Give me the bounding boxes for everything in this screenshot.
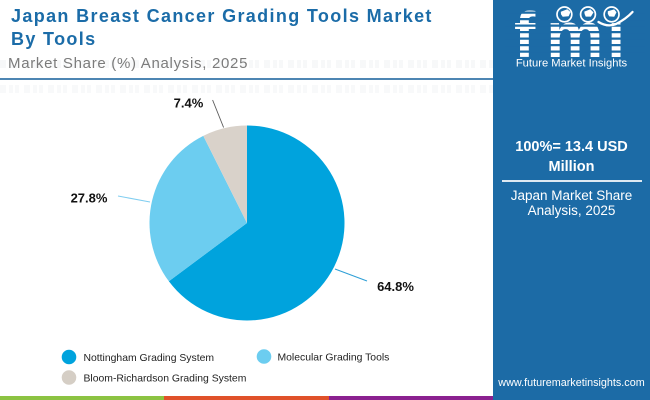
svg-text:Bloom-Richardson Grading Syste: Bloom-Richardson Grading System: [84, 373, 247, 384]
svg-text:27.8%: 27.8%: [71, 191, 108, 206]
svg-text:Nottingham Grading System: Nottingham Grading System: [84, 353, 215, 364]
svg-text:Future Market Insights: Future Market Insights: [516, 58, 628, 70]
svg-text:7.4%: 7.4%: [174, 96, 204, 111]
svg-text:64.8%: 64.8%: [377, 279, 414, 294]
svg-text:Molecular Grading Tools: Molecular Grading Tools: [278, 352, 390, 363]
